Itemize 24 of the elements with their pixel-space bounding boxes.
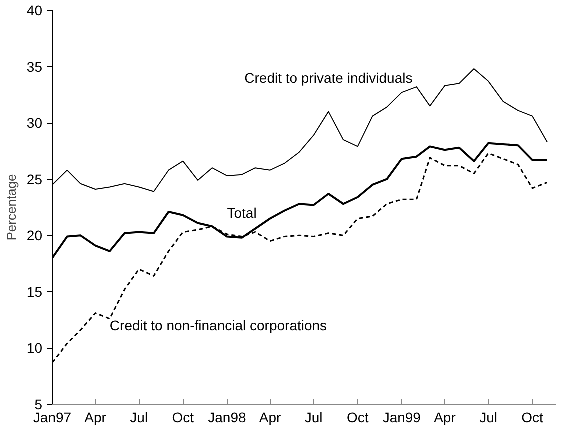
series-label: Credit to non-financial corporations bbox=[110, 318, 328, 334]
x-tick-label: Apr bbox=[434, 410, 456, 426]
x-tick-label: Jan97 bbox=[33, 410, 72, 426]
y-tick-label: 25 bbox=[26, 171, 43, 188]
y-tick-label: 40 bbox=[26, 2, 43, 18]
x-tick-label: Jul bbox=[480, 410, 498, 426]
series-label: Credit to private individuals bbox=[244, 70, 413, 86]
y-tick-label: 35 bbox=[26, 58, 43, 75]
series-label: Total bbox=[227, 205, 257, 222]
x-tick-label: Jan98 bbox=[208, 410, 246, 426]
x-tick-label: Apr bbox=[84, 410, 107, 426]
x-tick-label: Oct bbox=[346, 410, 369, 426]
y-axis-title: Percentage bbox=[4, 174, 19, 241]
y-tick-label: 30 bbox=[26, 115, 43, 132]
x-tick-label: Oct bbox=[522, 410, 544, 426]
y-tick-label: 20 bbox=[26, 228, 43, 244]
x-tick-label: Jul bbox=[130, 410, 148, 426]
y-tick-label: 10 bbox=[26, 340, 43, 356]
x-tick-label: Apr bbox=[259, 410, 282, 426]
y-tick-label: 5 bbox=[34, 396, 43, 412]
y-tick-label: 15 bbox=[26, 284, 43, 300]
x-tick-label: Jul bbox=[304, 410, 323, 426]
x-tick-label: Oct bbox=[172, 410, 194, 426]
x-tick-label: Jan99 bbox=[382, 410, 422, 426]
